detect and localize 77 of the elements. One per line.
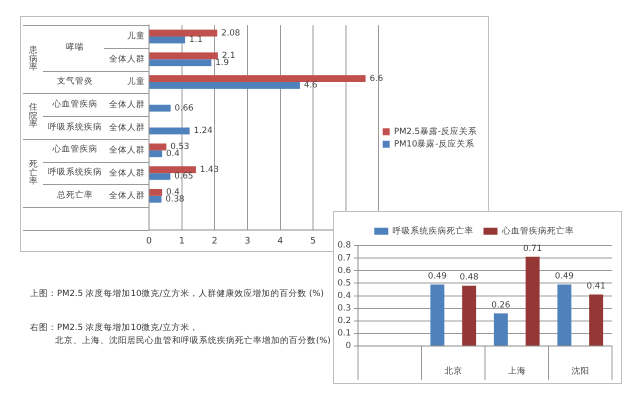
- bar: [150, 150, 162, 158]
- data-label: 1.43: [200, 164, 219, 175]
- text: 心血管疾病: [52, 144, 98, 155]
- bar: [150, 196, 162, 203]
- bar: [150, 52, 218, 60]
- bar: [150, 59, 212, 66]
- text: 住院率: [28, 102, 38, 130]
- data-label: 1.24: [194, 126, 213, 136]
- x-tick-label: 3: [244, 236, 250, 247]
- y-tick-label: 儿童: [127, 76, 145, 88]
- bar: [150, 128, 190, 134]
- data-label: 0.48: [460, 272, 479, 283]
- bar: [150, 173, 170, 180]
- x-tick-label: 北京: [444, 365, 462, 376]
- text: 呼吸系统疾病: [48, 167, 102, 178]
- bar: [150, 143, 166, 150]
- data-label: 6.6: [370, 74, 384, 84]
- x-tick-label: 上海: [508, 365, 526, 376]
- data-label: 0.26: [491, 300, 510, 310]
- legend-label: 呼吸系统疾病死亡率: [392, 225, 474, 236]
- data-label: 1.1: [189, 35, 203, 46]
- data-label: 2.08: [221, 28, 240, 38]
- data-label: 0.41: [586, 281, 606, 292]
- legend-label: PM2.5暴露-反应关系: [394, 126, 477, 137]
- bar: [557, 284, 572, 346]
- y-tick-label: 0.4: [337, 290, 351, 301]
- text: 上图：PM2.5 浓度每增加10微克/立方米，人群健康效应增加的百分数 (%): [30, 289, 324, 300]
- text: 呼吸系统疾病: [48, 122, 102, 132]
- bar: [150, 166, 196, 174]
- bar: [150, 82, 300, 89]
- legend-label: PM10暴露-反应关系: [394, 138, 474, 150]
- legend-label: 心血管疾病死亡率: [500, 225, 574, 236]
- y-tick-label: 全体人群: [109, 53, 145, 64]
- data-label: 0.71: [523, 244, 542, 254]
- y-tick-label: 0.2: [337, 316, 351, 326]
- text: 右图：PM2.5 浓度每增加10微克/立方米，: [30, 323, 198, 334]
- bar: [589, 294, 604, 346]
- text: 死亡率: [28, 159, 38, 186]
- y-tick-label: 全体人群: [109, 98, 145, 110]
- y-tick-label: 全体人群: [109, 144, 145, 156]
- y-tick-label: 儿童: [127, 30, 145, 42]
- data-label: 0.49: [428, 271, 447, 282]
- x-tick-label: 沈阳: [571, 365, 590, 376]
- text: 哮喘: [66, 42, 84, 53]
- x-tick-label: 5: [310, 236, 316, 247]
- y-tick-label: 0: [346, 341, 351, 352]
- data-label: 0.49: [554, 271, 574, 282]
- bar: [462, 286, 476, 346]
- bar: [150, 75, 366, 82]
- bar: [150, 189, 162, 196]
- bar: [150, 30, 218, 36]
- x-tick-label: 2: [212, 236, 218, 247]
- bar: [526, 256, 540, 346]
- x-tick-label: 1: [178, 236, 185, 247]
- y-tick-label: 全体人群: [109, 190, 145, 202]
- text: 北京、上海、沈阳居民心血管和呼吸系统疾病死亡率增加的百分数(%): [55, 336, 331, 346]
- y-tick-label: 0.6: [337, 266, 351, 276]
- bar: [150, 36, 186, 44]
- text: 总死亡率: [57, 190, 93, 201]
- x-tick-label: 4: [277, 236, 284, 247]
- y-tick-label: 全体人群: [109, 122, 145, 133]
- data-label: 0.66: [174, 103, 194, 114]
- y-tick-label: 0.3: [337, 304, 351, 314]
- y-tick-label: 0.8: [337, 240, 351, 251]
- text: 患病率: [28, 46, 38, 72]
- data-label: 4.6: [304, 80, 318, 91]
- bar: [150, 104, 171, 112]
- y-tick-label: 0.5: [337, 278, 351, 288]
- x-tick-label: 0: [146, 236, 152, 247]
- text: 支气管炎: [57, 76, 93, 87]
- bar: [430, 284, 444, 346]
- y-tick-label: 0.1: [337, 328, 351, 339]
- text: 心血管疾病: [52, 99, 98, 110]
- y-tick-label: 0.7: [337, 253, 351, 264]
- data-label: 0.65: [174, 172, 194, 182]
- bar: [494, 313, 508, 346]
- y-tick-label: 全体人群: [109, 167, 145, 178]
